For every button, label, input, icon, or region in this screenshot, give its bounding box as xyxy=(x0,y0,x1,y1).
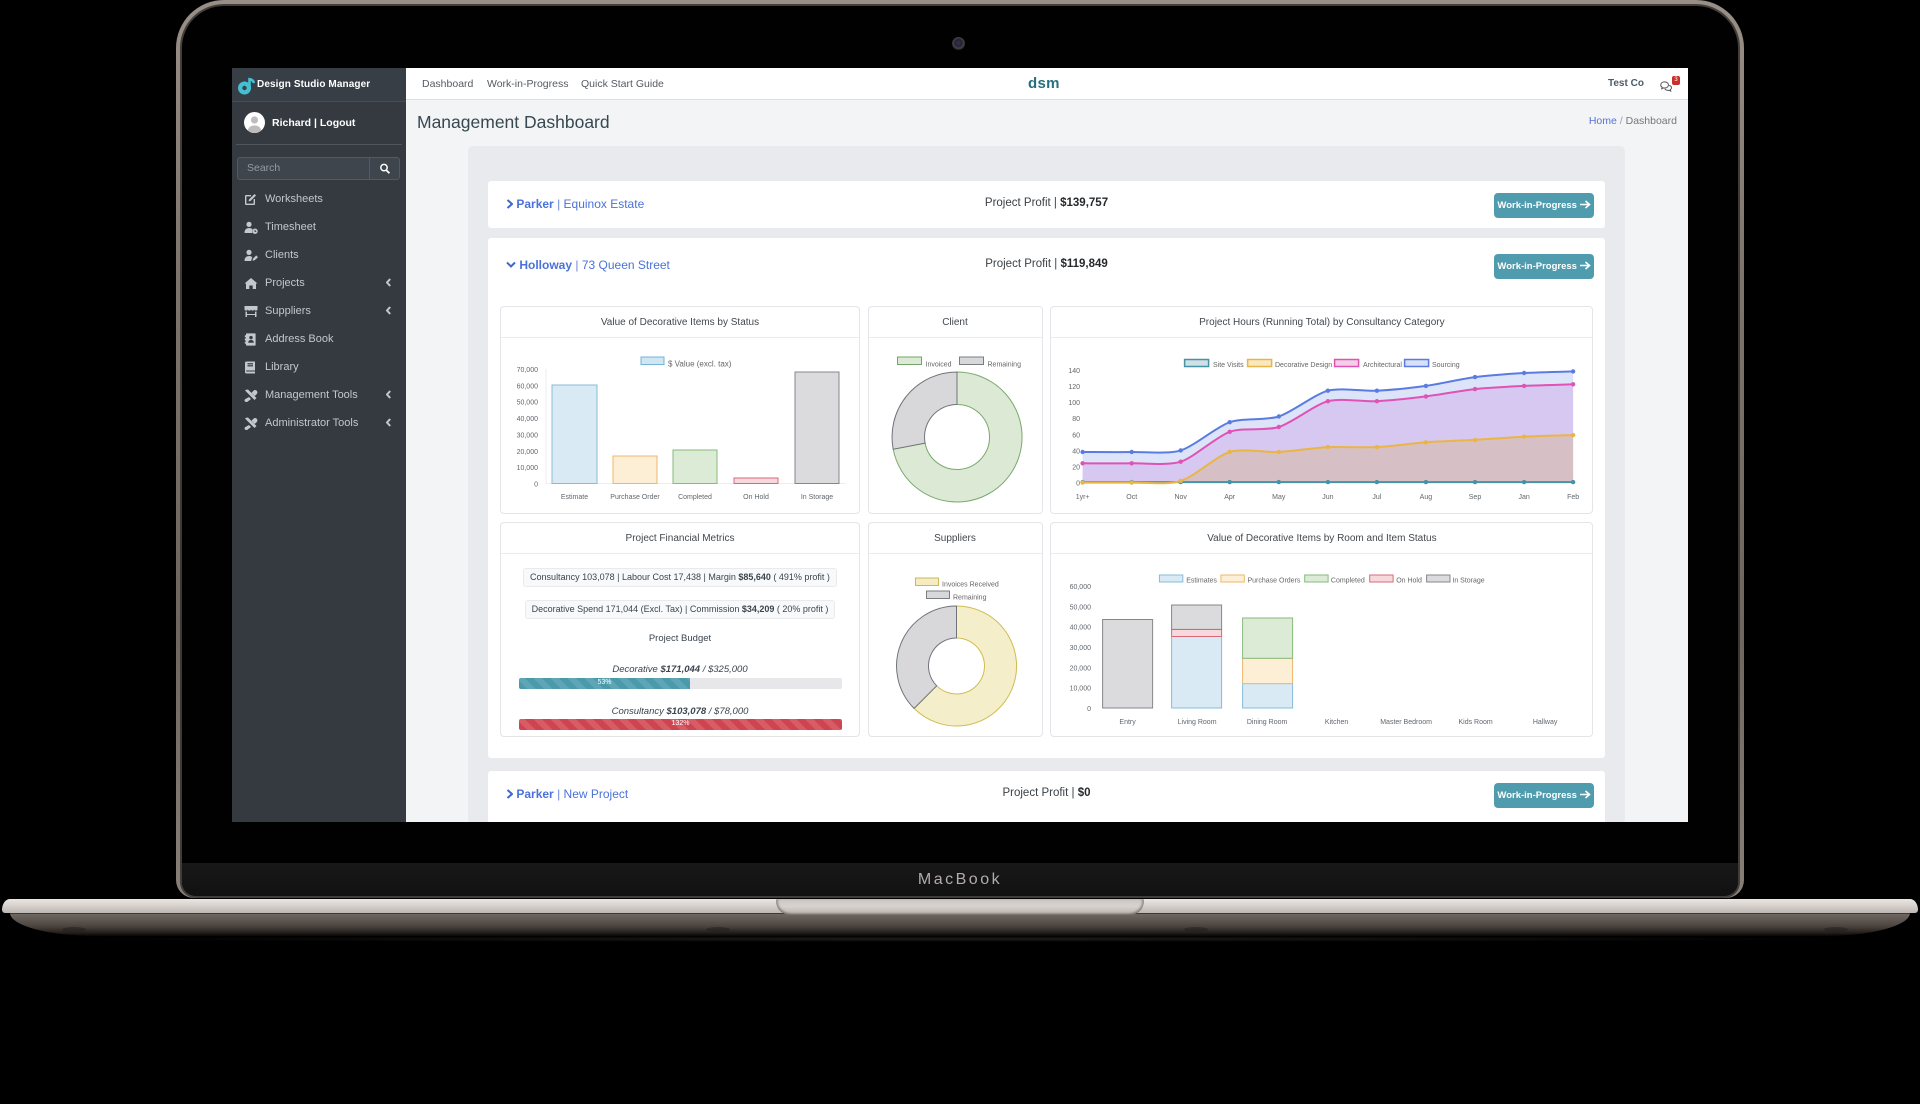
svg-text:Living Room: Living Room xyxy=(1178,719,1217,726)
svg-text:50,000: 50,000 xyxy=(1070,604,1092,611)
svg-text:Decorative Design: Decorative Design xyxy=(1275,362,1332,369)
svg-text:1yr+: 1yr+ xyxy=(1076,494,1090,501)
svg-text:Remaining: Remaining xyxy=(953,595,987,602)
svg-text:Nov: Nov xyxy=(1175,494,1188,501)
svg-text:20,000: 20,000 xyxy=(517,449,539,456)
svg-text:60,000: 60,000 xyxy=(1070,584,1092,591)
svg-text:May: May xyxy=(1273,494,1287,501)
svg-text:In Storage: In Storage xyxy=(801,494,833,501)
svg-text:100: 100 xyxy=(1069,400,1081,407)
svg-text:Kids Room: Kids Room xyxy=(1459,719,1493,726)
svg-text:Invoiced: Invoiced xyxy=(925,362,951,369)
svg-text:30,000: 30,000 xyxy=(1070,645,1092,652)
svg-text:40,000: 40,000 xyxy=(517,416,539,423)
svg-text:Sep: Sep xyxy=(1469,494,1482,501)
svg-text:50,000: 50,000 xyxy=(517,400,539,407)
svg-text:80: 80 xyxy=(1073,416,1081,423)
svg-text:60,000: 60,000 xyxy=(517,383,539,390)
svg-text:70,000: 70,000 xyxy=(517,367,539,374)
svg-text:Estimate: Estimate xyxy=(561,494,588,501)
svg-text:Jan: Jan xyxy=(1519,494,1530,501)
svg-text:0: 0 xyxy=(1087,706,1091,713)
svg-text:Dining Room: Dining Room xyxy=(1247,719,1288,726)
svg-text:0: 0 xyxy=(534,482,538,489)
svg-text:Completed: Completed xyxy=(678,494,712,501)
svg-text:Jun: Jun xyxy=(1323,494,1334,501)
svg-text:10,000: 10,000 xyxy=(517,465,539,472)
svg-text:60: 60 xyxy=(1073,432,1081,439)
svg-text:Aug: Aug xyxy=(1420,494,1433,501)
svg-text:10,000: 10,000 xyxy=(1070,686,1092,693)
svg-text:Feb: Feb xyxy=(1567,494,1579,501)
svg-text:40: 40 xyxy=(1073,448,1081,455)
svg-text:Purchase Orders: Purchase Orders xyxy=(1248,578,1301,585)
svg-text:140: 140 xyxy=(1069,368,1081,375)
svg-text:Completed: Completed xyxy=(1331,578,1365,585)
svg-text:Architectural: Architectural xyxy=(1363,362,1402,369)
svg-text:On Hold: On Hold xyxy=(1397,578,1423,585)
svg-text:Site Visits: Site Visits xyxy=(1213,362,1244,369)
svg-text:Invoices Received: Invoices Received xyxy=(942,582,999,589)
svg-text:$ Value (excl. tax): $ Value (excl. tax) xyxy=(668,360,732,369)
svg-text:Master Bedroom: Master Bedroom xyxy=(1381,719,1433,726)
svg-text:Hallway: Hallway xyxy=(1533,719,1558,726)
svg-text:Purchase Order: Purchase Order xyxy=(610,494,660,501)
svg-text:Apr: Apr xyxy=(1225,494,1237,501)
svg-text:Oct: Oct xyxy=(1127,494,1138,501)
svg-text:Kitchen: Kitchen xyxy=(1325,719,1348,726)
svg-text:30,000: 30,000 xyxy=(517,432,539,439)
svg-text:20,000: 20,000 xyxy=(1070,665,1092,672)
svg-text:Remaining: Remaining xyxy=(987,362,1021,369)
svg-text:In Storage: In Storage xyxy=(1453,578,1485,585)
svg-text:Estimates: Estimates xyxy=(1187,578,1218,585)
svg-text:Jul: Jul xyxy=(1373,494,1382,501)
svg-text:0: 0 xyxy=(1076,481,1080,488)
svg-text:40,000: 40,000 xyxy=(1070,625,1092,632)
svg-text:On Hold: On Hold xyxy=(743,494,769,501)
svg-text:Sourcing: Sourcing xyxy=(1432,362,1460,369)
svg-text:20: 20 xyxy=(1073,465,1081,472)
svg-text:120: 120 xyxy=(1069,384,1081,391)
svg-text:Entry: Entry xyxy=(1120,719,1137,726)
